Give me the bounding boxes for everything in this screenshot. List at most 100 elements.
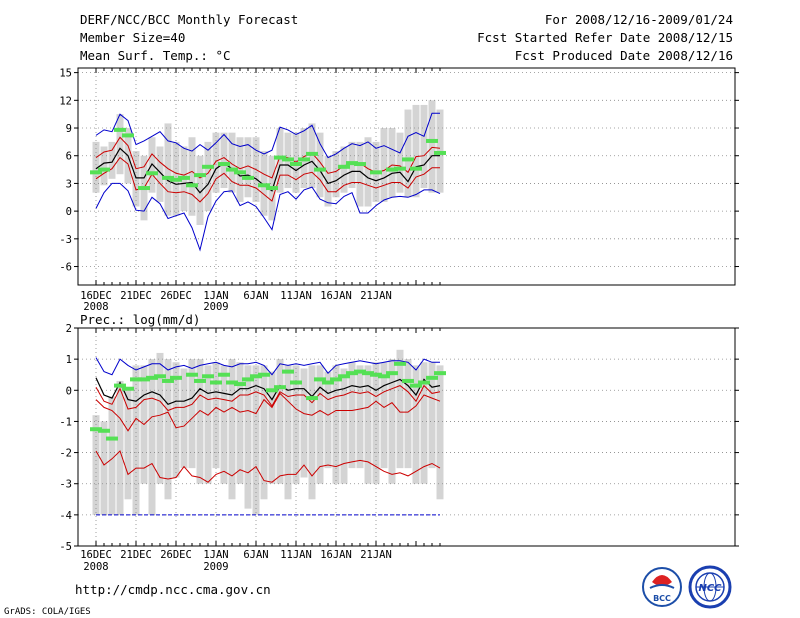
bcc-logo: BCC	[642, 567, 682, 607]
precip-x-tick-label: 11JAN	[280, 549, 312, 561]
forecast-start-date: Fcst Started Refer Date 2008/12/15	[477, 30, 733, 45]
precip-spread-box	[324, 371, 332, 469]
temp-x-tick-label: 26DEC	[160, 290, 192, 302]
precip-spread-box	[148, 359, 156, 515]
temp-y-tick-label: 0	[66, 206, 72, 218]
temp-obs-marker	[354, 162, 366, 167]
temp-obs-marker	[282, 157, 294, 162]
temp-x-tick-label: 21JAN	[360, 290, 392, 302]
temp-spread-box	[196, 155, 204, 225]
temp-y-tick-label: -6	[59, 262, 72, 274]
temperature-plot-frame	[77, 67, 736, 286]
temp-obs-marker	[370, 170, 382, 175]
precip-obs-marker	[410, 383, 422, 388]
precip-spread-box	[100, 421, 108, 515]
temp-spread-box	[132, 151, 140, 207]
precip-spread-box	[204, 365, 212, 484]
precip-obs-marker	[114, 383, 126, 388]
figure-title: DERF/NCC/BCC Monthly Forecast	[80, 12, 298, 27]
temp-obs-marker	[202, 164, 214, 169]
temp-obs-marker	[258, 183, 270, 188]
temp-obs-marker	[386, 167, 398, 172]
precip-x-tick-label: 16DEC	[80, 549, 112, 561]
temp-obs-marker	[298, 157, 310, 162]
precip-line-min	[95, 450, 441, 483]
precip-spread-box	[380, 362, 388, 469]
temp-spread-box	[212, 132, 220, 193]
precip-spread-box	[172, 362, 180, 478]
source-url[interactable]: http://cmdp.ncc.cma.gov.cn	[75, 582, 271, 597]
precip-obs-marker	[234, 382, 246, 387]
precip-x-tick-label: 6JAN	[243, 549, 268, 561]
temp-spread-box	[204, 141, 212, 212]
temp-spread-box	[116, 114, 124, 175]
precip-spread-box	[268, 371, 276, 484]
precip-x-tick-label: 16JAN	[320, 549, 352, 561]
precip-obs-marker	[170, 375, 182, 380]
temp-obs-marker	[242, 175, 254, 180]
precip-spread-box	[356, 365, 364, 469]
precip-spread-box	[156, 352, 164, 484]
precip-spread-box	[260, 365, 268, 500]
precip-obs-marker	[210, 380, 222, 385]
precip-spread-box	[92, 415, 100, 515]
temp-obs-marker	[314, 167, 326, 172]
precip-obs-marker	[106, 436, 118, 441]
temp-y-tick-label: 3	[66, 178, 72, 190]
temp-spread-box	[388, 128, 396, 198]
temp-line-p20	[95, 156, 440, 203]
precip-obs-marker	[314, 377, 326, 382]
temp-obs-marker	[178, 175, 190, 180]
precip-spread-box	[236, 362, 244, 484]
precip-spread-box	[388, 359, 396, 484]
temp-x-tick-label: 6JAN	[243, 290, 268, 302]
temp-obs-marker	[122, 133, 134, 138]
precip-y-tick-label: -3	[59, 479, 72, 491]
precip-spread-box	[420, 362, 428, 484]
precip-obs-marker	[394, 361, 406, 366]
temp-obs-marker	[402, 157, 414, 162]
precip-spread-box	[300, 368, 308, 478]
temp-spread-box	[100, 146, 108, 186]
temp-obs-marker	[338, 164, 350, 169]
precip-spread-box	[196, 359, 204, 484]
temp-obs-marker	[434, 150, 446, 155]
precip-spread-box	[188, 359, 196, 469]
precip-spread-box	[220, 365, 228, 484]
precip-spread-box	[228, 359, 236, 500]
precip-obs-marker	[226, 380, 238, 385]
precip-obs-marker	[338, 374, 350, 379]
precip-y-tick-label: -4	[59, 510, 72, 522]
precip-obs-marker	[138, 377, 150, 382]
temp-spread-box	[316, 132, 324, 198]
precip-obs-marker	[330, 377, 342, 382]
precip-obs-marker	[194, 378, 206, 383]
precip-line-max	[95, 357, 440, 376]
variable-label: Mean Surf. Temp.: °C	[80, 48, 231, 63]
precip-obs-marker	[242, 377, 254, 382]
temperature-panel: -6 -3 0 3 6 9 12 15 16DEC 21DEC 26DEC 1JAN 6JAN 11JA…	[59, 67, 739, 313]
precip-spread-box	[284, 365, 292, 500]
temp-x-year-label: 2009	[203, 301, 228, 313]
temp-obs-marker	[426, 138, 438, 143]
precip-obs-marker	[266, 388, 278, 393]
precip-y-tick-label: 2	[66, 323, 72, 335]
precip-spread-box	[212, 362, 220, 469]
bcc-logo-swirl-icon	[652, 575, 672, 586]
temp-spread-box	[92, 141, 100, 193]
temp-spread-box	[244, 137, 252, 198]
precip-obs-marker	[402, 378, 414, 383]
temp-obs-marker	[218, 162, 230, 167]
precip-spread-box	[316, 365, 324, 484]
precip-spread-box	[108, 396, 116, 515]
temp-y-tick-label: 6	[66, 151, 72, 163]
temp-obs-marker	[410, 166, 422, 171]
precip-line-p80	[95, 384, 441, 412]
precip-obs-marker	[258, 372, 270, 377]
temp-obs-marker	[394, 166, 406, 171]
precip-y-tick-label: 1	[66, 354, 72, 366]
precip-obs-marker	[154, 374, 166, 379]
precip-spread-box	[428, 362, 436, 469]
temp-line-p80	[95, 136, 441, 179]
